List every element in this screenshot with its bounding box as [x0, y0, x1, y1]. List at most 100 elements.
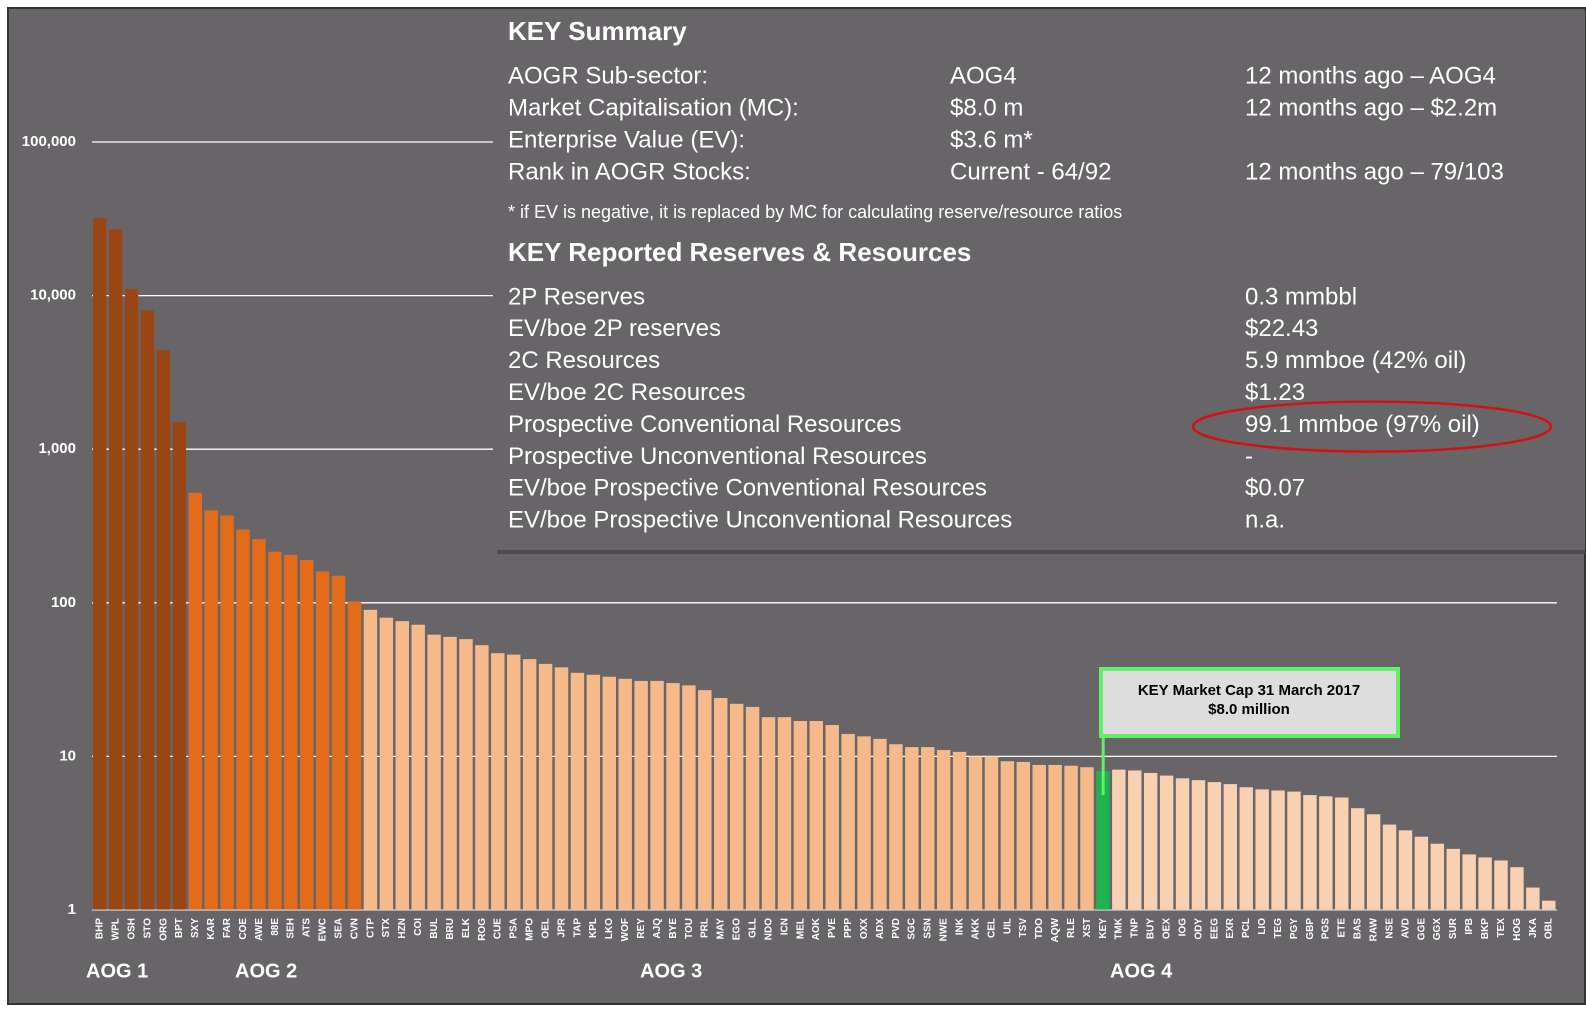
x-tick-label: ADX	[875, 918, 886, 939]
bar	[729, 703, 744, 910]
x-tick-label: ROG	[477, 918, 488, 941]
x-tick-label: BRU	[445, 918, 456, 940]
bar	[236, 529, 250, 910]
x-tick-label: HZN	[397, 918, 408, 939]
bar	[618, 678, 632, 910]
x-tick-label: ODY	[1193, 918, 1204, 940]
reserve-value: -	[1245, 443, 1253, 470]
bar	[1382, 824, 1397, 910]
bar	[1000, 761, 1015, 910]
x-tick-label: COE	[238, 918, 249, 940]
summary-cell: Rank in AOGR Stocks:	[508, 158, 751, 185]
y-tick-label: 1	[68, 901, 76, 918]
x-tick-label: EXR	[1225, 917, 1236, 938]
summary-panel	[493, 10, 1585, 550]
x-tick-label: TOU	[684, 918, 695, 939]
x-tick-label: TSV	[1018, 918, 1029, 938]
bar	[1494, 860, 1508, 910]
x-tick-label: OEL	[540, 918, 551, 939]
x-tick-label: AQW	[1050, 917, 1061, 942]
x-tick-label: GBP	[1305, 918, 1316, 940]
bar	[1350, 808, 1365, 910]
reserve-label: 2P Reserves	[508, 283, 645, 310]
bar	[586, 674, 601, 910]
bar	[857, 736, 871, 910]
x-tick-label: ELK	[461, 917, 472, 938]
x-tick-label: AWE	[254, 918, 265, 941]
x-tick-label: GGE	[1416, 918, 1427, 941]
bar	[1128, 770, 1142, 910]
reserve-label: EV/boe Prospective Unconventional Resour…	[508, 507, 1012, 534]
bar	[793, 721, 808, 910]
reserve-value: $1.23	[1245, 379, 1305, 406]
bar	[602, 676, 616, 910]
summary-cell: AOGR Sub-sector:	[508, 62, 708, 89]
bar	[905, 747, 919, 910]
x-tick-label: NDO	[763, 918, 774, 940]
bar	[1271, 790, 1285, 910]
x-tick-label: CVN	[349, 918, 360, 939]
summary-cell: Enterprise Value (EV):	[508, 126, 745, 153]
bar	[363, 609, 378, 910]
x-tick-label: SGC	[907, 918, 918, 940]
x-tick-label: OSH	[126, 918, 137, 940]
x-tick-label: TAP	[572, 918, 583, 938]
bar	[1366, 814, 1381, 910]
x-tick-label: EGO	[732, 918, 743, 940]
x-tick-label: PSA	[509, 918, 520, 939]
bar	[1032, 764, 1046, 910]
summary-cell: 12 months ago – 79/103	[1245, 158, 1504, 185]
x-tick-label: RLE	[1066, 918, 1077, 938]
highlight-ellipse	[1191, 400, 1553, 453]
reserve-label: EV/boe 2P reserves	[508, 315, 721, 342]
bar	[156, 350, 171, 910]
summary-cell: Market Capitalisation (MC):	[508, 94, 799, 121]
bar	[300, 559, 314, 910]
bar	[1462, 854, 1476, 910]
bar	[936, 750, 951, 910]
x-tick-label: SEH	[286, 918, 297, 939]
bar	[124, 289, 139, 911]
x-tick-label: STO	[142, 918, 153, 939]
x-tick-label: CTP	[365, 918, 376, 938]
bar	[1016, 761, 1031, 910]
y-tick-label: 10	[59, 747, 76, 764]
bar	[1064, 765, 1078, 910]
reserve-value: 5.9 mmboe (42% oil)	[1245, 347, 1466, 374]
x-tick-label: BUY	[1146, 918, 1157, 939]
bar	[698, 690, 712, 910]
bar	[1191, 780, 1206, 910]
x-tick-label: REY	[636, 918, 647, 939]
x-tick-label: FAR	[222, 917, 233, 938]
x-tick-label: PVD	[891, 918, 902, 939]
x-tick-label: OBL	[1544, 918, 1555, 939]
summary-cell: 12 months ago – $2.2m	[1245, 94, 1497, 121]
x-tick-label: WPL	[111, 918, 122, 940]
annotation-box	[1099, 667, 1400, 738]
x-tick-label: MPO	[525, 918, 536, 941]
bar	[172, 422, 187, 910]
bar	[268, 551, 282, 910]
bar	[331, 575, 346, 910]
x-tick-label: TEX	[1496, 918, 1507, 938]
bar	[666, 683, 680, 910]
bar	[1398, 830, 1413, 910]
x-tick-label: BPT	[174, 918, 185, 938]
bar	[475, 645, 489, 910]
reserve-value: 99.1 mmboe (97% oil)	[1245, 411, 1480, 438]
reserve-label: EV/boe 2C Resources	[508, 379, 745, 406]
bar	[443, 636, 457, 910]
x-tick-label: ETE	[1337, 918, 1348, 938]
x-tick-label: PGY	[1289, 918, 1300, 939]
bar	[140, 310, 155, 911]
x-tick-label: LIO	[1257, 918, 1268, 935]
bar	[1319, 796, 1333, 910]
x-tick-label: OXX	[859, 918, 870, 939]
reserve-value: 0.3 mmbbl	[1245, 283, 1357, 310]
summary-cell: $3.6 m*	[950, 126, 1033, 153]
x-tick-label: KAR	[206, 917, 217, 939]
summary-cell: $8.0 m	[950, 94, 1023, 121]
y-tick-label: 1,000	[38, 440, 76, 457]
bar	[522, 659, 537, 910]
